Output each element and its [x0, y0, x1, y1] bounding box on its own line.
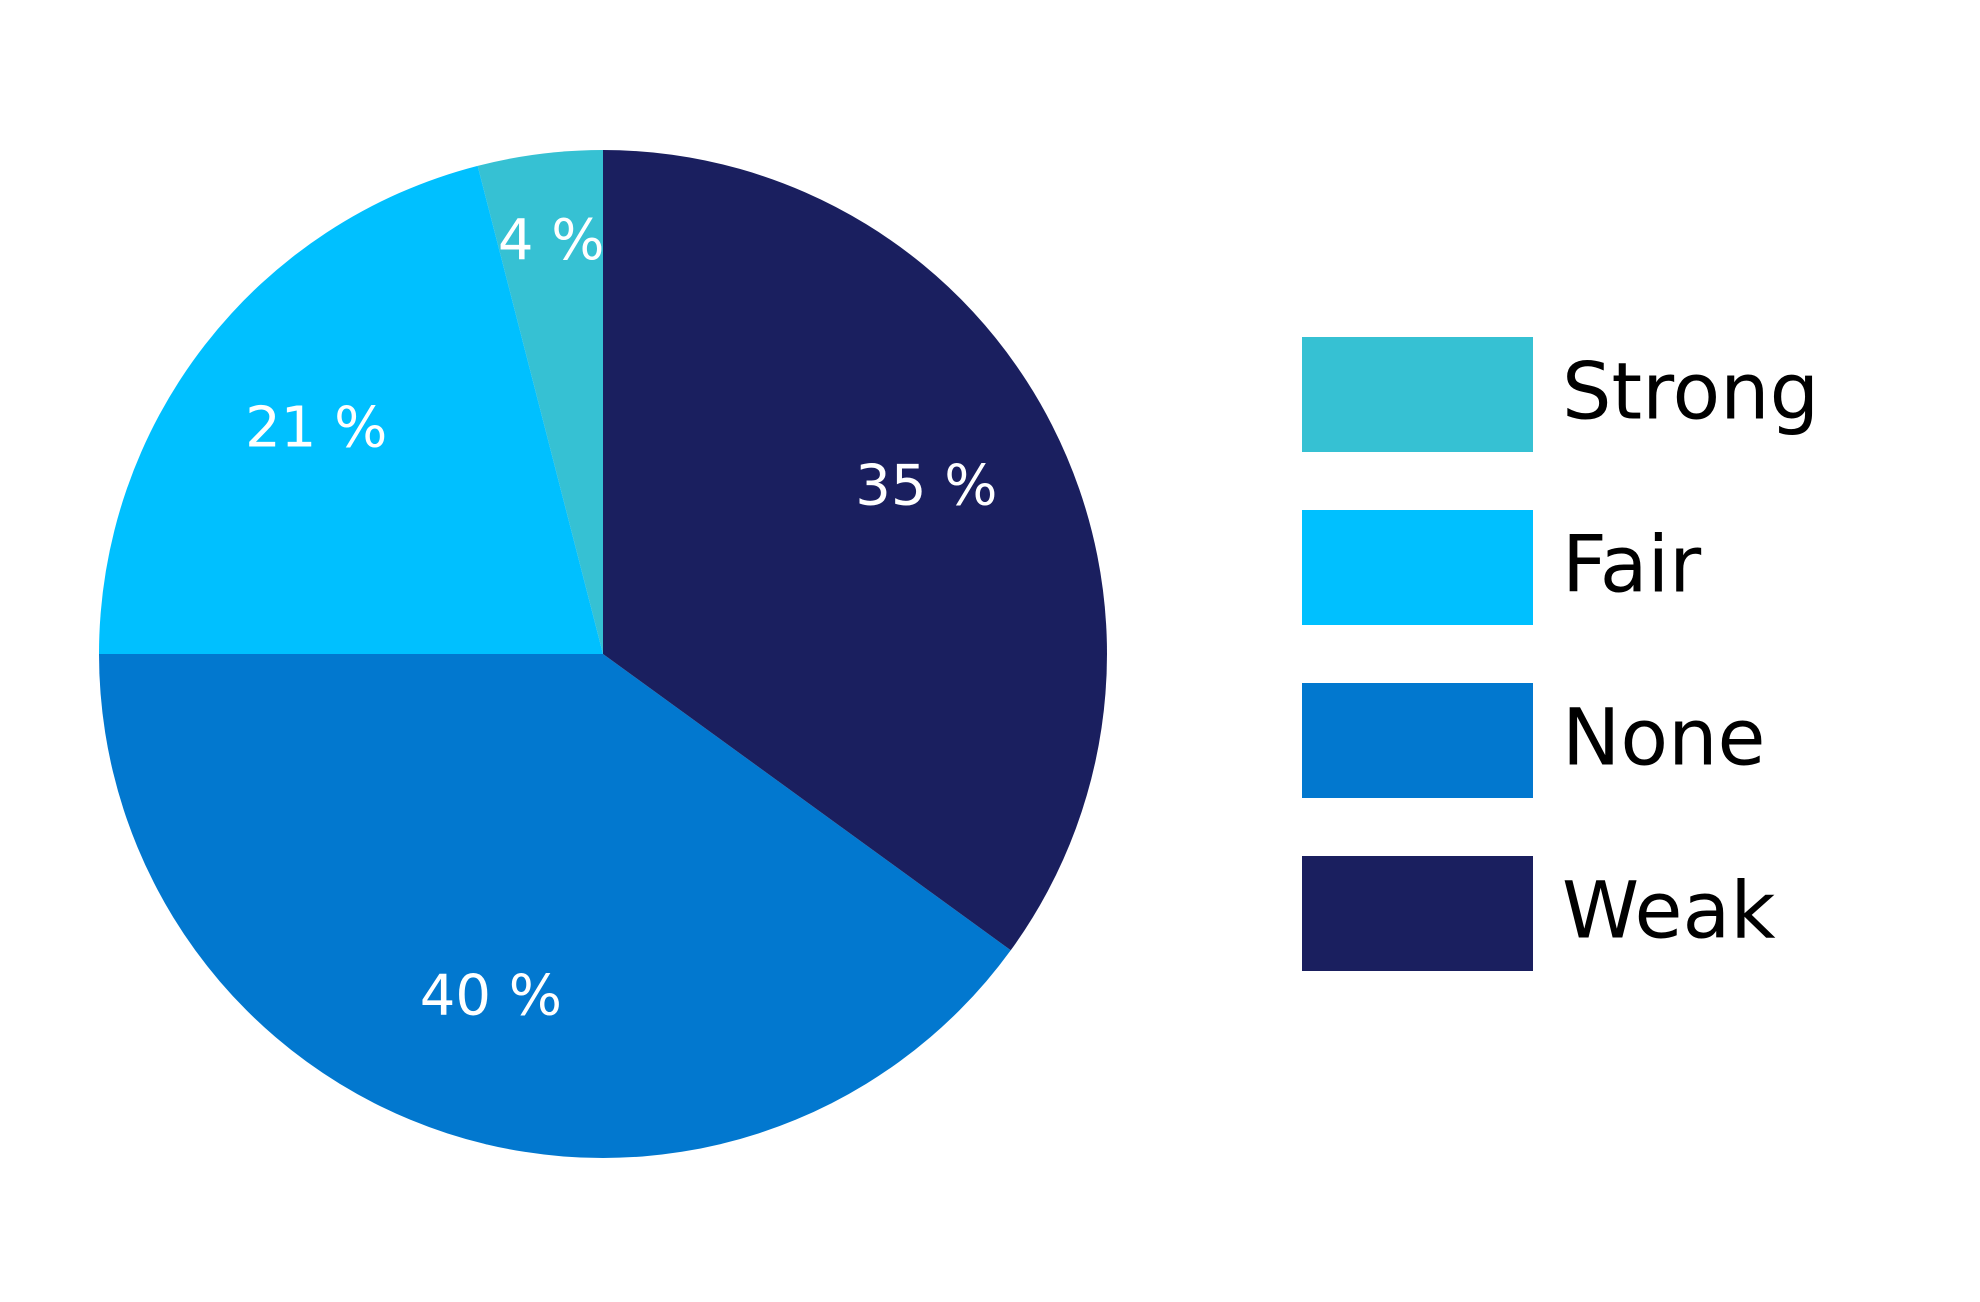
slice-label: 4 %	[498, 208, 605, 273]
legend-swatch	[1302, 683, 1533, 798]
legend-swatch	[1302, 337, 1533, 452]
slice-label: 21 %	[245, 396, 387, 461]
pie-slice	[603, 150, 1107, 951]
slice-label: 35 %	[855, 453, 997, 518]
legend-label: Weak	[1562, 866, 1776, 956]
legend-swatch	[1302, 856, 1533, 971]
legend-swatch	[1302, 510, 1533, 625]
legend-label: None	[1562, 693, 1766, 783]
pie-slice	[477, 150, 603, 654]
pie-slice	[99, 654, 1011, 1159]
pie-slice	[99, 165, 603, 654]
legend-label: Strong	[1562, 347, 1819, 437]
legend-label: Fair	[1562, 520, 1702, 610]
slice-label: 40 %	[420, 963, 562, 1028]
